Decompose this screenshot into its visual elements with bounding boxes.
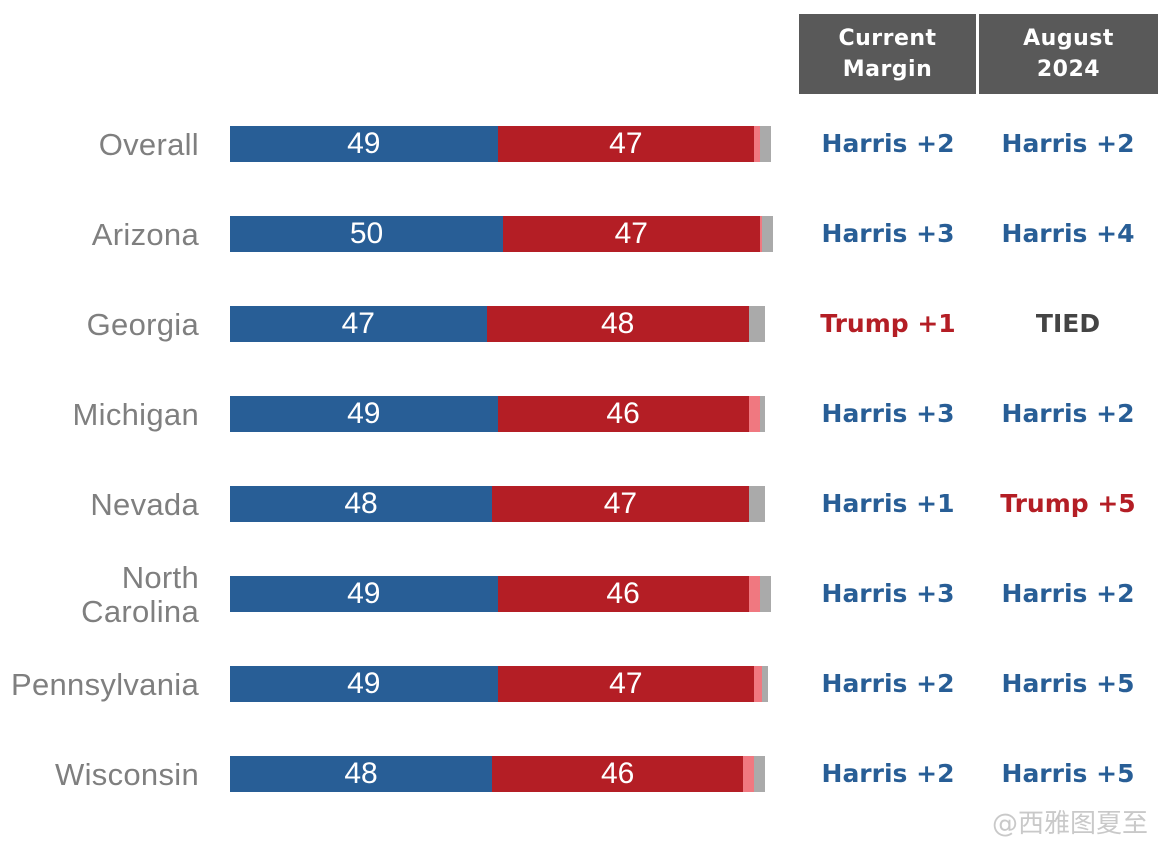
bar-segment-lean-trump	[754, 666, 763, 702]
bar-value-label: 47	[614, 217, 648, 250]
bar-segment-other	[754, 756, 766, 792]
row-label-line: Wisconsin	[55, 757, 199, 792]
bar-segment-harris	[230, 216, 503, 252]
row-label-line: Carolina	[81, 594, 199, 629]
bar-value-label: 46	[600, 757, 635, 790]
bar-segment-trump	[503, 216, 760, 252]
bar-value-label: 50	[349, 217, 384, 250]
bar-segment-harris	[230, 666, 498, 702]
bar-segment-other	[759, 126, 771, 162]
bar-segment-lean-trump	[754, 126, 760, 162]
bar-segment-other	[748, 486, 766, 522]
bar-segment-lean-trump	[759, 216, 763, 252]
august-2024-value: Harris +4	[1001, 219, 1135, 248]
bar-value-label: 47	[609, 667, 643, 700]
bar-value-label: 49	[347, 667, 381, 700]
current-margin-value: Harris +3	[821, 219, 955, 248]
row-label: Overall	[0, 128, 199, 162]
bar-value-label: 47	[609, 127, 643, 160]
current-margin-header: Current Margin	[799, 14, 976, 94]
bar-segment-harris	[230, 756, 493, 792]
august-2024-value: Harris +5	[1001, 669, 1135, 698]
bar-value-label: 48	[600, 307, 635, 340]
watermark: @西雅图夏至	[991, 809, 1148, 839]
row-label-line: Arizona	[91, 217, 199, 252]
august-2024-value: Harris +2	[1001, 129, 1135, 158]
bar-segment-other	[759, 576, 771, 612]
bar-segment-trump	[497, 576, 749, 612]
row-label-line: Overall	[98, 127, 199, 162]
august-2024-header-line2: 2024	[1036, 57, 1101, 82]
bar-value-label: 47	[603, 487, 638, 520]
current-margin-value: Harris +3	[821, 579, 955, 608]
bar-value-label: 48	[344, 487, 378, 520]
row-label: North Carolina	[0, 561, 199, 629]
august-2024-value: Trump +5	[1000, 489, 1136, 518]
bar-segment-harris	[230, 486, 493, 522]
august-2024-value: TIED	[1035, 309, 1101, 338]
august-2024-value: Harris +2	[1001, 579, 1135, 608]
current-margin-value: Trump +1	[820, 309, 956, 338]
bar-segment-harris	[230, 306, 487, 342]
bar-value-label: 47	[341, 307, 375, 340]
bar-segment-other	[762, 666, 768, 702]
bar-value-label: 49	[347, 127, 381, 160]
current-margin-value: Harris +2	[821, 669, 955, 698]
row-label: Arizona	[0, 218, 199, 252]
bar-segment-other	[762, 216, 774, 252]
row-label-line: Nevada	[90, 487, 199, 522]
current-margin-header-line1: Current	[838, 26, 937, 51]
row-label-line: Pennsylvania	[11, 667, 199, 702]
bar-segment-trump	[497, 126, 755, 162]
row-label-line: North	[121, 560, 199, 595]
bar-segment-trump	[497, 666, 755, 702]
bar-segment-lean-trump	[748, 576, 760, 612]
row-label: Nevada	[0, 488, 199, 522]
row-label-line: Georgia	[86, 307, 199, 342]
bar-segment-harris	[230, 396, 498, 432]
bar-segment-trump	[486, 306, 749, 342]
bar-value-label: 46	[606, 577, 640, 610]
august-2024-header: August 2024	[979, 14, 1158, 94]
row-label: Georgia	[0, 308, 199, 342]
current-margin-value: Harris +3	[821, 399, 955, 428]
bar-segment-other	[748, 306, 766, 342]
bar-segment-other	[759, 396, 766, 432]
bar-value-label: 48	[344, 757, 378, 790]
bar-value-label: 46	[606, 397, 640, 430]
row-label: Wisconsin	[0, 758, 199, 792]
bar-segment-harris	[230, 576, 498, 612]
bar-segment-trump	[497, 396, 749, 432]
bar-segment-harris	[230, 126, 498, 162]
august-2024-header-line1: August	[1023, 26, 1114, 51]
current-margin-value: Harris +2	[821, 129, 955, 158]
bar-value-label: 49	[347, 577, 381, 610]
current-margin-value: Harris +1	[821, 489, 955, 518]
current-margin-value: Harris +2	[821, 759, 955, 788]
row-label-line: Michigan	[72, 397, 199, 432]
bar-segment-lean-trump	[743, 756, 755, 792]
august-2024-value: Harris +2	[1001, 399, 1135, 428]
row-label: Pennsylvania	[0, 668, 199, 702]
bar-segment-trump	[492, 756, 744, 792]
bar-segment-lean-trump	[748, 396, 760, 432]
bar-value-label: 49	[347, 397, 381, 430]
august-2024-value: Harris +5	[1001, 759, 1135, 788]
row-label: Michigan	[0, 398, 199, 432]
bar-segment-trump	[492, 486, 749, 522]
current-margin-header-line2: Margin	[842, 57, 933, 82]
